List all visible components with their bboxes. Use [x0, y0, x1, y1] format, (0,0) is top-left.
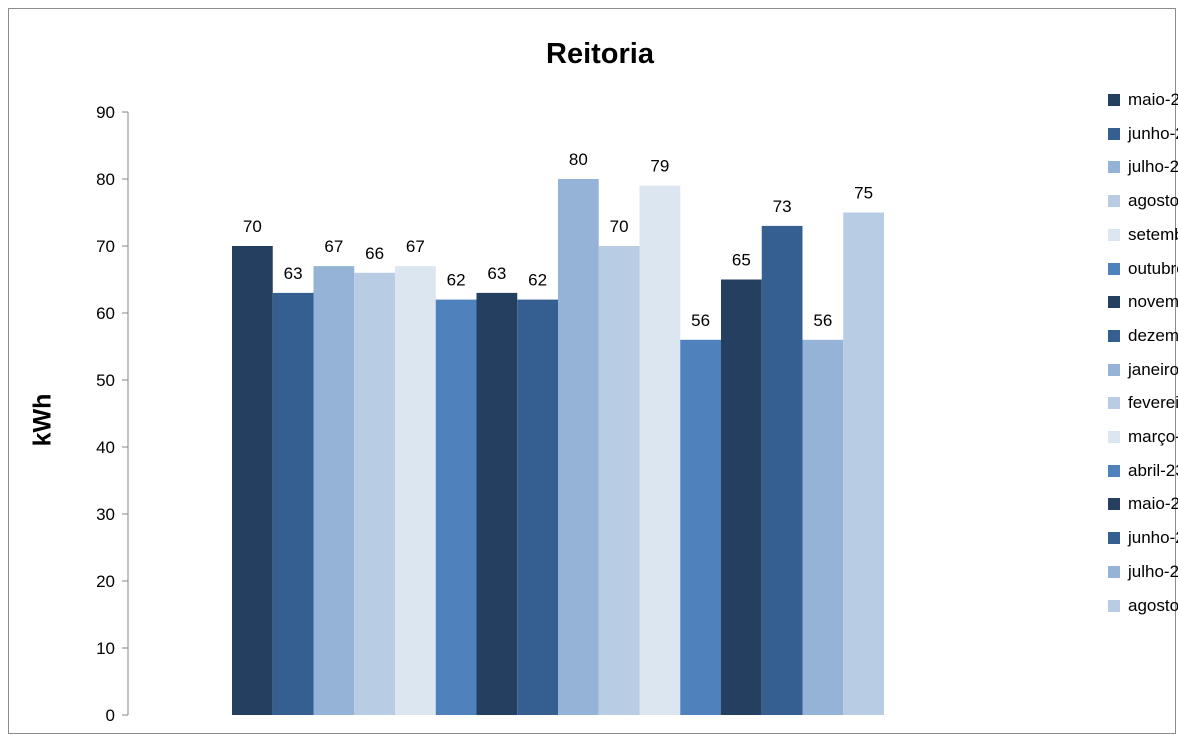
bar-julho-22 — [313, 266, 355, 715]
legend-label: maio-22 — [1128, 90, 1178, 109]
data-label-junho-22: 63 — [284, 264, 303, 283]
legend-item: julho-23 — [1108, 561, 1178, 583]
data-label-dezembro-22: 62 — [528, 271, 547, 290]
data-label-abril-23: 56 — [691, 311, 710, 330]
legend-label: maio-23 — [1128, 494, 1178, 514]
data-label-novembro-22: 63 — [487, 264, 506, 283]
legend-item: junho-22 — [1108, 123, 1178, 145]
legend-item: fevereiro-23 — [1108, 392, 1178, 414]
bar-maio-23 — [721, 279, 762, 715]
legend-swatch — [1108, 94, 1120, 106]
legend-item: maio-22 — [1108, 89, 1178, 111]
legend-label: março-23 — [1128, 427, 1178, 446]
legend-item: maio-23 — [1108, 493, 1178, 515]
legend-swatch — [1108, 161, 1120, 174]
bar-janeiro-23 — [558, 179, 599, 715]
legend-swatch — [1108, 262, 1120, 275]
legend-label: janeiro-23 — [1128, 359, 1178, 379]
data-label-julho-23: 56 — [813, 311, 832, 330]
y-tick-label: 50 — [96, 371, 115, 390]
legend-label: outubro-22 — [1128, 258, 1178, 278]
legend-item: junho-23 — [1108, 527, 1178, 549]
bar-agosto-23 — [843, 212, 884, 715]
legend-label: junho-22 — [1128, 123, 1178, 143]
legend-swatch — [1108, 464, 1120, 477]
legend-item: julho-22 — [1108, 156, 1178, 178]
legend-item: agosto-22 — [1108, 190, 1178, 212]
bar-agosto-22 — [354, 272, 395, 715]
data-label-junho-23: 73 — [773, 197, 792, 216]
bars — [232, 179, 884, 715]
legend-swatch — [1108, 498, 1120, 511]
y-tick-label: 90 — [96, 103, 115, 122]
legend-label: novembro-22 — [1128, 292, 1178, 312]
bar-novembro-22 — [476, 292, 518, 715]
data-label-março-23: 79 — [650, 157, 669, 176]
y-tick-label: 70 — [96, 237, 115, 256]
data-labels: 70 63 67 66 67 62 63 62 80 70 79 56 65 73 56 75 — [243, 150, 873, 330]
y-tick-label: 80 — [96, 170, 115, 189]
legend-swatch — [1108, 228, 1120, 241]
legend-item: janeiro-23 — [1108, 359, 1178, 381]
legend-label: dezembro-22 — [1128, 325, 1178, 345]
bar-dezembro-22 — [517, 299, 558, 715]
legend-swatch — [1108, 127, 1120, 140]
legend-swatch — [1108, 397, 1120, 410]
bar-setembro-22 — [395, 266, 436, 715]
legend-label: setembro-22 — [1128, 224, 1178, 244]
data-label-julho-22: 67 — [324, 237, 343, 256]
legend-item: novembro-22 — [1108, 291, 1178, 313]
bar-fevereiro-23 — [598, 246, 640, 715]
legend-swatch — [1108, 195, 1120, 208]
legend-label: abril-23 — [1128, 460, 1178, 480]
legend-item: março-23 — [1108, 426, 1178, 448]
bar-março-23 — [639, 185, 681, 715]
legend-swatch — [1108, 329, 1120, 342]
data-label-fevereiro-23: 70 — [610, 217, 629, 236]
y-tick-label: 30 — [96, 505, 115, 524]
legend-label: julho-23 — [1128, 561, 1178, 581]
y-tick-label: 10 — [96, 639, 115, 658]
legend-label: fevereiro-23 — [1128, 393, 1178, 413]
bar-outubro-22 — [435, 299, 477, 715]
legend-label: agosto-23 — [1128, 595, 1178, 615]
y-tick-label: 60 — [96, 304, 115, 323]
legend-swatch — [1108, 431, 1120, 443]
y-tick-label: 40 — [96, 438, 115, 457]
legend-label: agosto-22 — [1128, 191, 1178, 211]
bar-junho-22 — [272, 292, 314, 715]
legend-item: agosto-23 — [1108, 595, 1178, 617]
y-tick-label: 0 — [106, 706, 115, 725]
data-label-agosto-22: 66 — [365, 244, 384, 263]
legend-label: junho-23 — [1128, 528, 1178, 548]
bar-abril-23 — [680, 339, 721, 715]
legend-swatch — [1108, 599, 1120, 612]
legend-swatch — [1108, 363, 1120, 376]
data-label-agosto-23: 75 — [854, 184, 873, 203]
data-label-setembro-22: 67 — [406, 237, 425, 256]
y-axis: 0 10 20 30 40 50 60 70 80 90 — [96, 103, 129, 725]
y-tick-label: 20 — [96, 572, 115, 591]
data-label-outubro-22: 62 — [447, 271, 466, 290]
legend-swatch — [1108, 565, 1120, 578]
legend-swatch — [1108, 532, 1120, 545]
legend-item: dezembro-22 — [1108, 325, 1178, 347]
legend-item: setembro-22 — [1108, 224, 1178, 246]
legend-item: abril-23 — [1108, 460, 1178, 482]
legend-swatch — [1108, 296, 1120, 309]
data-label-maio-23: 65 — [732, 251, 751, 270]
bar-julho-23 — [802, 339, 844, 715]
legend-item: outubro-22 — [1108, 258, 1178, 280]
data-label-janeiro-23: 80 — [569, 150, 588, 169]
legend-label: julho-22 — [1128, 157, 1178, 177]
data-label-maio-22: 70 — [243, 217, 262, 236]
bar-maio-22 — [232, 246, 273, 715]
bar-junho-23 — [761, 225, 803, 715]
